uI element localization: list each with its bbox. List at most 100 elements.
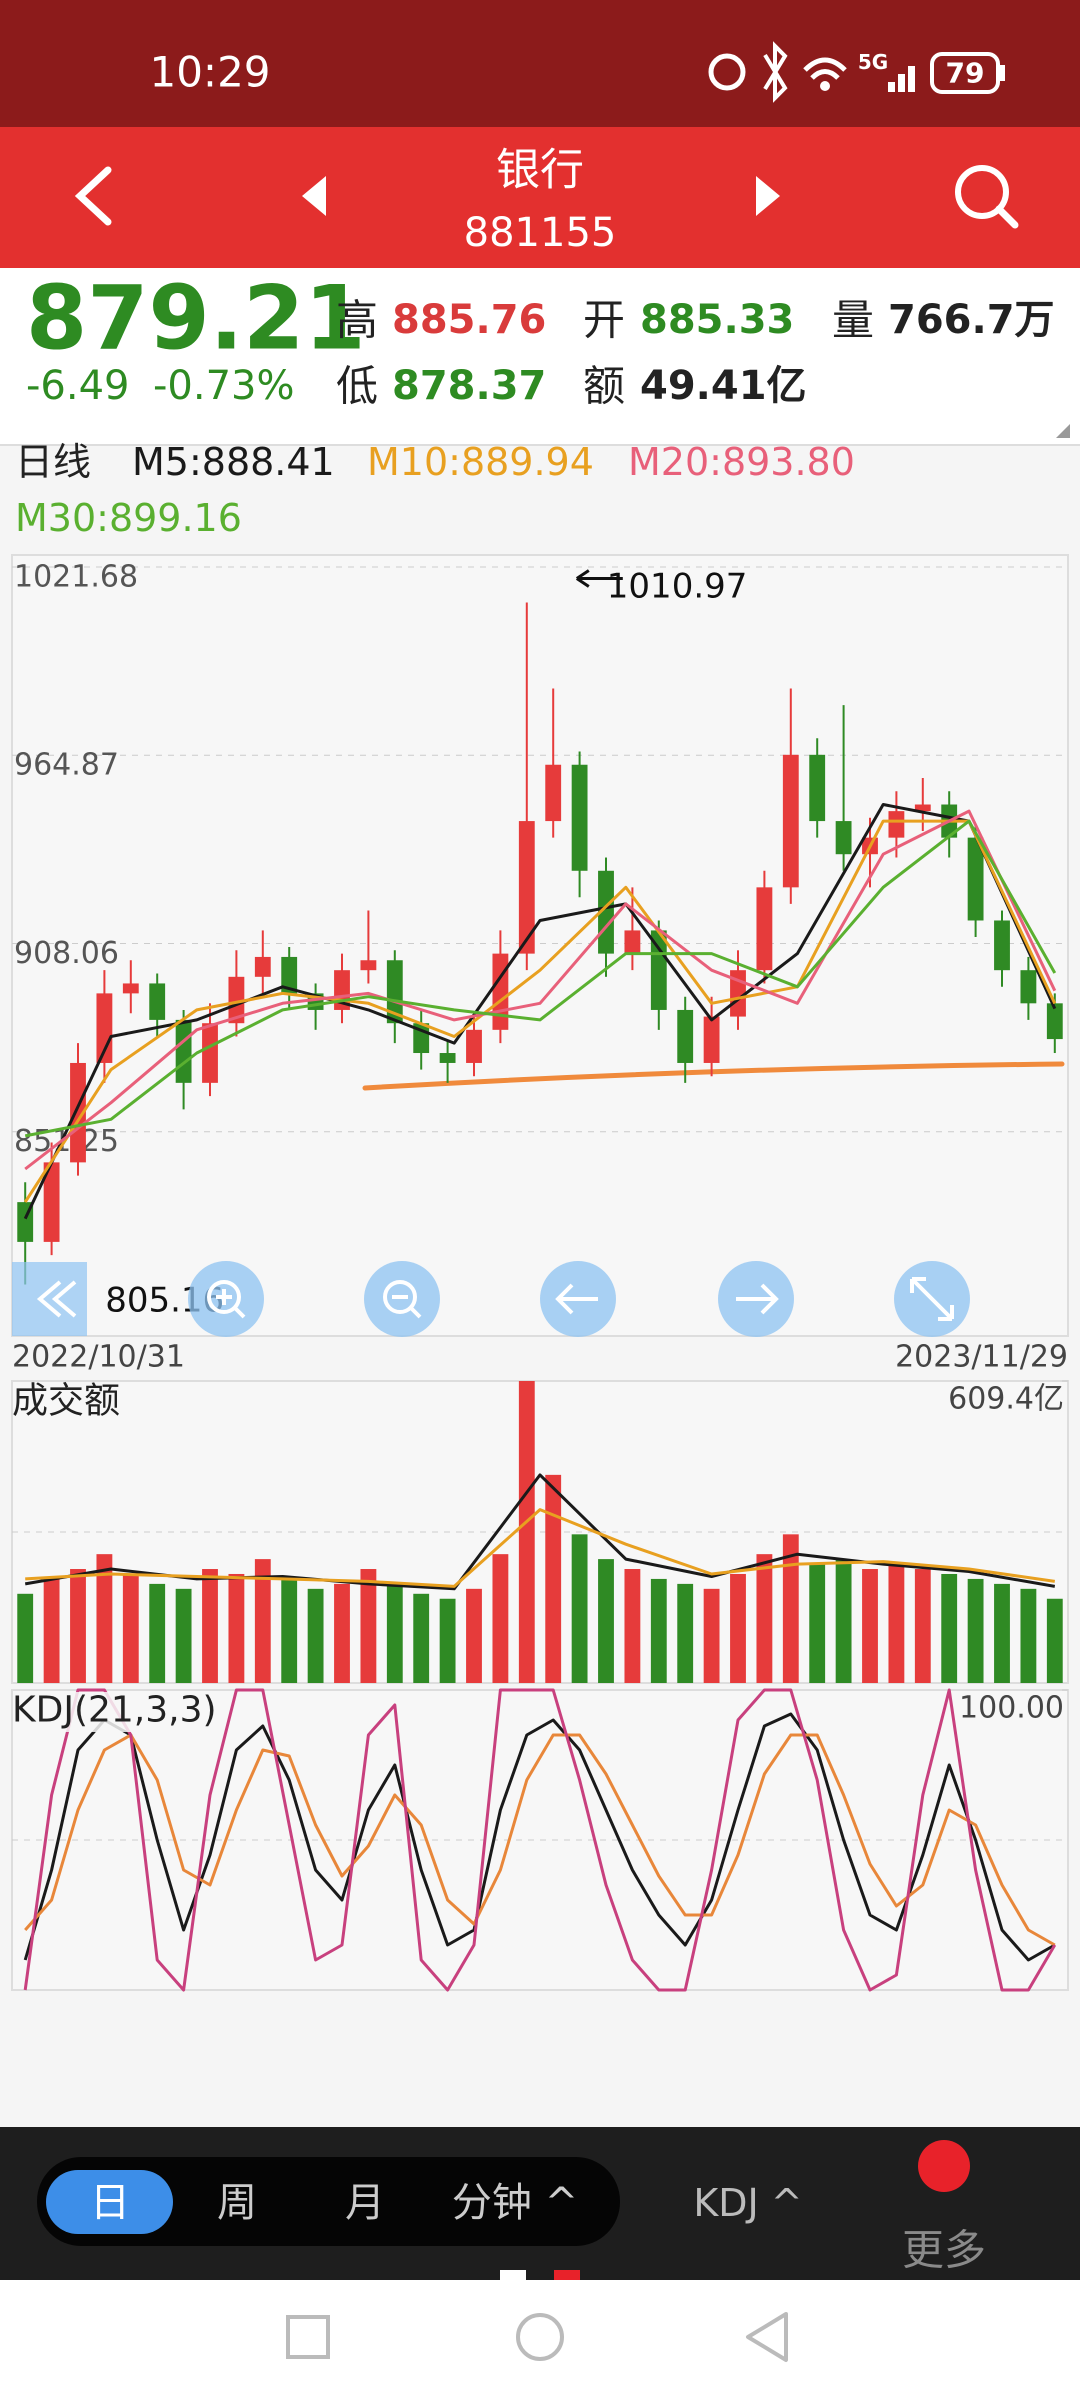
- period-selector: [37, 2157, 620, 2246]
- more-badge: [918, 2140, 970, 2192]
- indicator-line: [24, 819, 1057, 1138]
- nav-bar: [0, 2280, 1080, 2400]
- alarm-icon: [708, 53, 746, 91]
- volume-value: 766.7万: [888, 297, 1055, 343]
- candle-body: [756, 887, 773, 971]
- candle-body: [650, 930, 667, 1010]
- quote-panel: [0, 268, 1080, 445]
- candle-body: [175, 1019, 192, 1083]
- stock-name: 银行: [496, 145, 584, 196]
- volume-bar: [914, 1569, 931, 1683]
- indicator-line: [23, 819, 1057, 1203]
- max-arrow: [575, 569, 623, 588]
- battery-level: 79: [946, 57, 985, 90]
- home-button[interactable]: [516, 2313, 564, 2361]
- volume-bar: [492, 1554, 509, 1683]
- candle-body: [43, 1162, 60, 1242]
- candle-body: [254, 956, 271, 977]
- stock-code: 881155: [464, 210, 617, 256]
- panel-title: KDJ(21,3,3): [12, 1690, 217, 1731]
- candle-body: [386, 960, 403, 1024]
- period-tab[interactable]: 日: [90, 2180, 130, 2226]
- volume-bar: [413, 1593, 430, 1683]
- next-button[interactable]: [756, 176, 780, 216]
- more-button[interactable]: 更多: [902, 2226, 986, 2275]
- candle-body: [677, 1009, 694, 1063]
- expand-corner: [1056, 424, 1070, 438]
- volume-bar: [149, 1583, 166, 1683]
- candle-body: [914, 804, 931, 812]
- volume-bar: [175, 1588, 192, 1683]
- y-tick-label: 1021.68: [14, 559, 138, 594]
- price-panel: [11, 554, 1069, 1337]
- candle-body: [492, 953, 509, 1030]
- candle-body: [466, 1029, 482, 1063]
- amount-value: 49.41亿: [640, 363, 807, 409]
- candle-body: [518, 821, 535, 954]
- volume-bar: [228, 1573, 245, 1683]
- page-dot: [500, 2270, 526, 2280]
- period-tab[interactable]: 月: [345, 2180, 385, 2226]
- header: [0, 127, 1080, 268]
- volume-bar: [17, 1593, 34, 1683]
- network-type: 5G: [858, 50, 888, 74]
- prev-button[interactable]: [302, 176, 326, 216]
- bluetooth-icon: [763, 41, 788, 103]
- volume-bar: [624, 1569, 641, 1683]
- volume-bar: [70, 1569, 86, 1683]
- search-button[interactable]: [955, 165, 1009, 219]
- period-tab[interactable]: 周: [217, 2180, 257, 2226]
- high-value: 885.76: [392, 297, 546, 343]
- support-line-drawing: [362, 1061, 1065, 1091]
- legend-item: M30:899.16: [15, 496, 242, 540]
- panel-title: 成交额: [12, 1381, 120, 1422]
- signal-icon: [888, 66, 915, 92]
- battery-tip: [999, 65, 1005, 81]
- candle-body: [624, 930, 641, 954]
- volume-bar: [862, 1569, 878, 1683]
- last-price: 879.21: [26, 267, 366, 370]
- volume-bar: [782, 1534, 799, 1683]
- legend-item: M5:888.41: [132, 440, 335, 484]
- back-button[interactable]: [74, 166, 112, 226]
- indicator-line: [23, 803, 1057, 1220]
- status-bar: [0, 0, 1080, 127]
- volume-bar: [518, 1381, 535, 1683]
- candle-body: [571, 764, 588, 871]
- volume-bar: [756, 1554, 773, 1683]
- search-handle: [995, 205, 1019, 229]
- indicator-line: [24, 1473, 1056, 1591]
- candle-body: [149, 983, 166, 1020]
- candle-body: [835, 821, 852, 855]
- volume-label: 量: [832, 296, 874, 345]
- volume-bar: [360, 1569, 377, 1683]
- active-tab: [46, 2170, 173, 2234]
- volume-bar: [835, 1559, 852, 1683]
- volume-bar: [677, 1583, 694, 1683]
- candle-body: [1020, 970, 1037, 1004]
- scroll-left-button[interactable]: [12, 1262, 87, 1336]
- battery-icon: [930, 52, 1000, 94]
- candle-body: [122, 983, 139, 994]
- wifi-icon: [803, 57, 847, 80]
- volume-bar: [307, 1588, 324, 1683]
- volume-bar: [43, 1578, 60, 1683]
- volume-bar: [994, 1583, 1010, 1683]
- panel-title-bg: [13, 1692, 163, 1732]
- period-tab[interactable]: 分钟 ^: [452, 2180, 578, 2226]
- y-tick-label: 908.06: [14, 936, 119, 971]
- recents-button[interactable]: [286, 2315, 330, 2359]
- y-tick-label: 100.00: [959, 1691, 1064, 1726]
- date-end: 2023/11/29: [895, 1340, 1068, 1375]
- indicator-selector[interactable]: KDJ ^: [693, 2181, 802, 2225]
- volume-bar: [254, 1559, 271, 1683]
- open-value: 885.33: [640, 297, 794, 343]
- volume-bar: [96, 1554, 113, 1683]
- price-change-pct: -0.73%: [153, 363, 295, 409]
- max-label: 1010.97: [607, 566, 748, 606]
- back-nav-button[interactable]: [746, 2312, 788, 2362]
- amount-label: 额: [583, 362, 625, 411]
- candle-body: [70, 1062, 86, 1163]
- volume-bar: [730, 1573, 746, 1683]
